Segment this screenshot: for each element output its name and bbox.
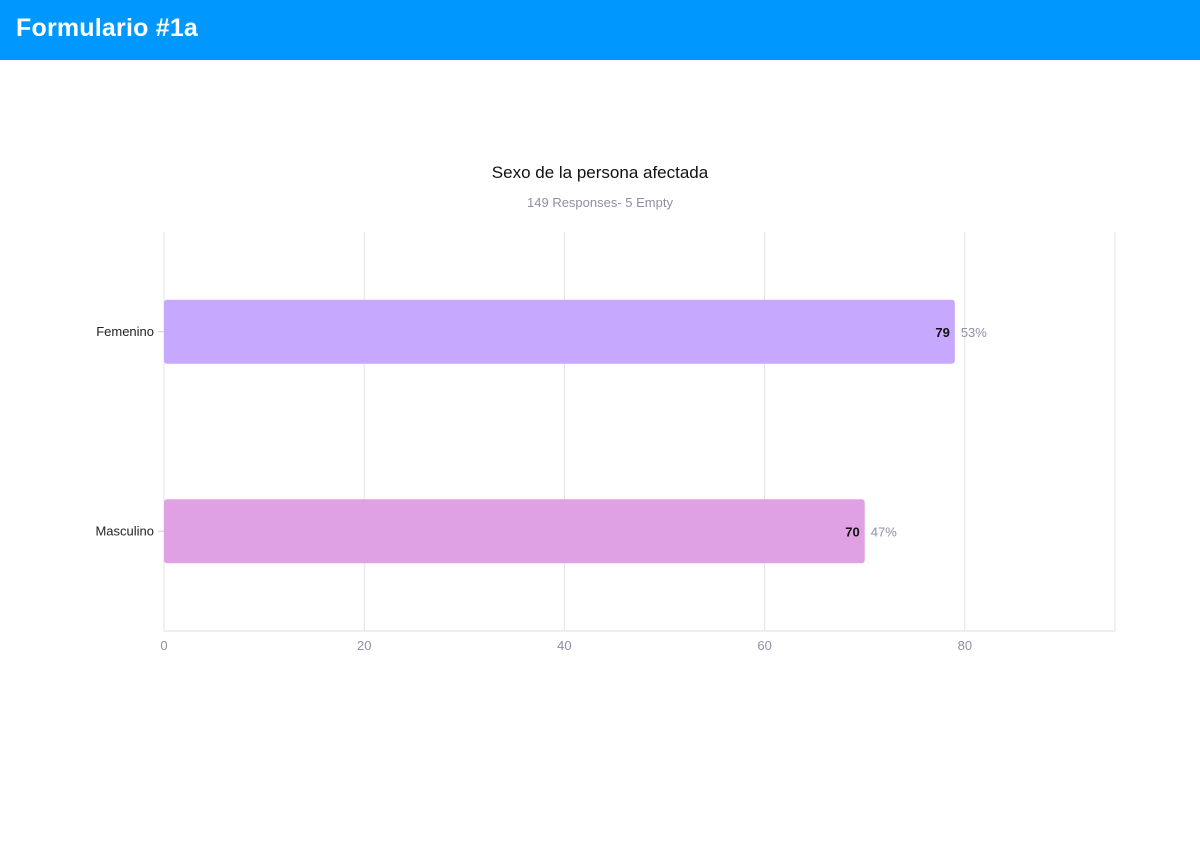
- x-tick-label: 80: [958, 638, 972, 653]
- x-tick-label: 40: [557, 638, 571, 653]
- category-label: Femenino: [96, 324, 154, 339]
- category-label: Masculino: [95, 523, 154, 538]
- bar-value-label: 70: [845, 524, 859, 539]
- x-tick-label: 60: [757, 638, 771, 653]
- app-header: Formulario #1a: [0, 0, 1200, 60]
- bar-percent-label: 53%: [961, 325, 987, 340]
- bar: [164, 299, 955, 364]
- x-tick-label: 0: [160, 638, 167, 653]
- x-tick-label: 20: [357, 638, 371, 653]
- chart-title: Sexo de la persona afectada: [491, 163, 709, 182]
- chart-subtitle: 149 Responses- 5 Empty: [527, 195, 673, 210]
- bar: [164, 499, 865, 564]
- bar-percent-label: 47%: [871, 524, 897, 539]
- bar-value-label: 79: [935, 325, 949, 340]
- form-title: Formulario #1a: [16, 14, 199, 42]
